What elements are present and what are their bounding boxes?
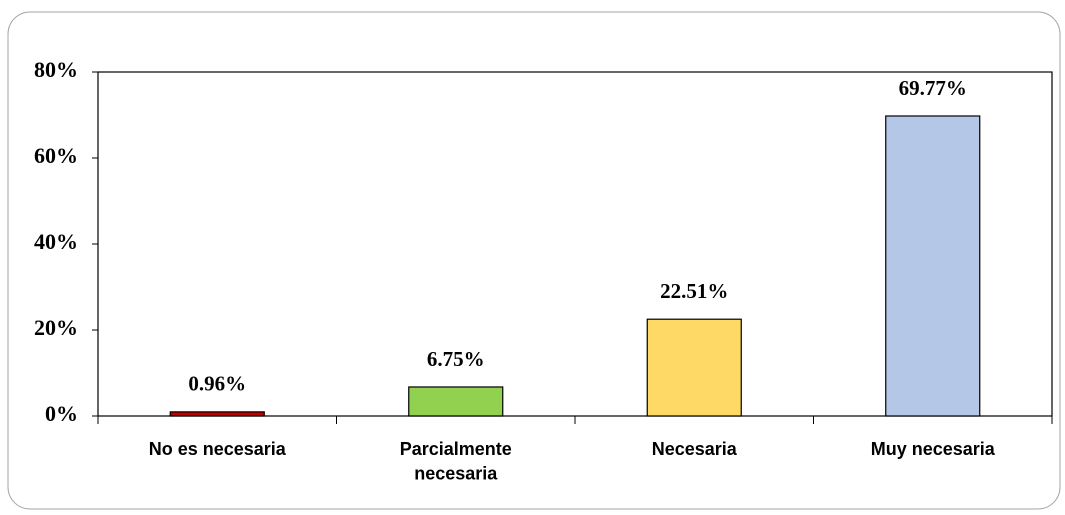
y-tick-label: 60% [34, 143, 78, 168]
x-tick-label: Muy necesaria [871, 439, 996, 459]
chart-frame [7, 11, 1061, 510]
x-tick-label: Parcialmente necesaria [400, 439, 512, 483]
y-tick-label: 80% [34, 57, 78, 82]
bar [169, 411, 265, 417]
x-tick-label: No es necesaria [149, 439, 287, 459]
y-tick-label: 40% [34, 229, 78, 254]
bar [408, 386, 504, 417]
value-label: 22.51% [660, 279, 728, 303]
x-tick-label: Necesaria [652, 439, 738, 459]
value-label: 6.75% [427, 347, 485, 371]
value-label: 69.77% [899, 76, 967, 100]
y-tick-label: 20% [34, 315, 78, 340]
value-label: 0.96% [188, 372, 246, 396]
bar [885, 115, 981, 417]
bar [646, 318, 742, 417]
y-tick-label: 0% [45, 401, 78, 426]
